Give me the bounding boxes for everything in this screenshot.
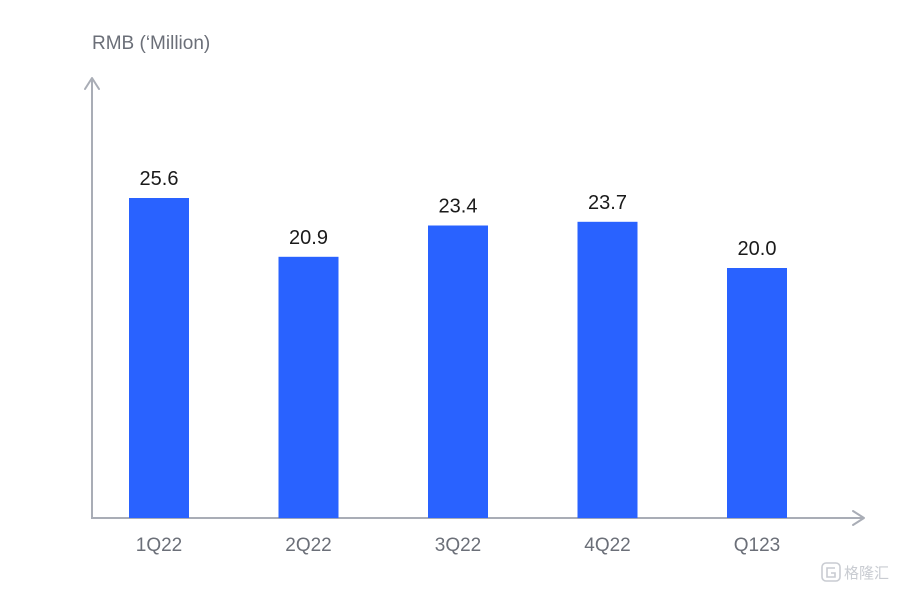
data-label-q123: 20.0: [738, 238, 777, 260]
x-tick-label-1q22: 1Q22: [136, 535, 182, 556]
x-axis-arrow: [852, 510, 865, 526]
y-axis-title: RMB (‘Million): [92, 33, 210, 54]
data-label-4q22: 23.7: [588, 192, 627, 214]
data-label-3q22: 23.4: [439, 196, 478, 218]
y-axis-arrow: [84, 77, 100, 90]
data-label-1q22: 25.6: [140, 168, 179, 190]
x-tick-label-q123: Q123: [734, 535, 780, 556]
bar-4q22: [577, 221, 638, 519]
data-label-2q22: 20.9: [289, 227, 328, 249]
data-labels-group: 25.6 20.9 23.4 23.7 20.0: [140, 168, 777, 260]
x-tick-labels-group: 1Q22 2Q22 3Q22 4Q22 Q123: [136, 535, 780, 556]
bar-3q22: [428, 225, 488, 518]
x-tick-label-3q22: 3Q22: [435, 535, 481, 556]
bar-1q22: [129, 198, 189, 518]
watermark-text: 格隆汇: [844, 565, 889, 582]
x-tick-label-2q22: 2Q22: [285, 535, 331, 556]
bar-2q22: [278, 256, 339, 519]
watermark: 格隆汇: [821, 562, 889, 582]
x-tick-label-4q22: 4Q22: [584, 535, 630, 556]
bars-group: [129, 198, 787, 519]
watermark-logo-icon: [821, 562, 841, 582]
bar-q123: [727, 268, 787, 518]
watermark-logo-mark: [826, 567, 836, 578]
